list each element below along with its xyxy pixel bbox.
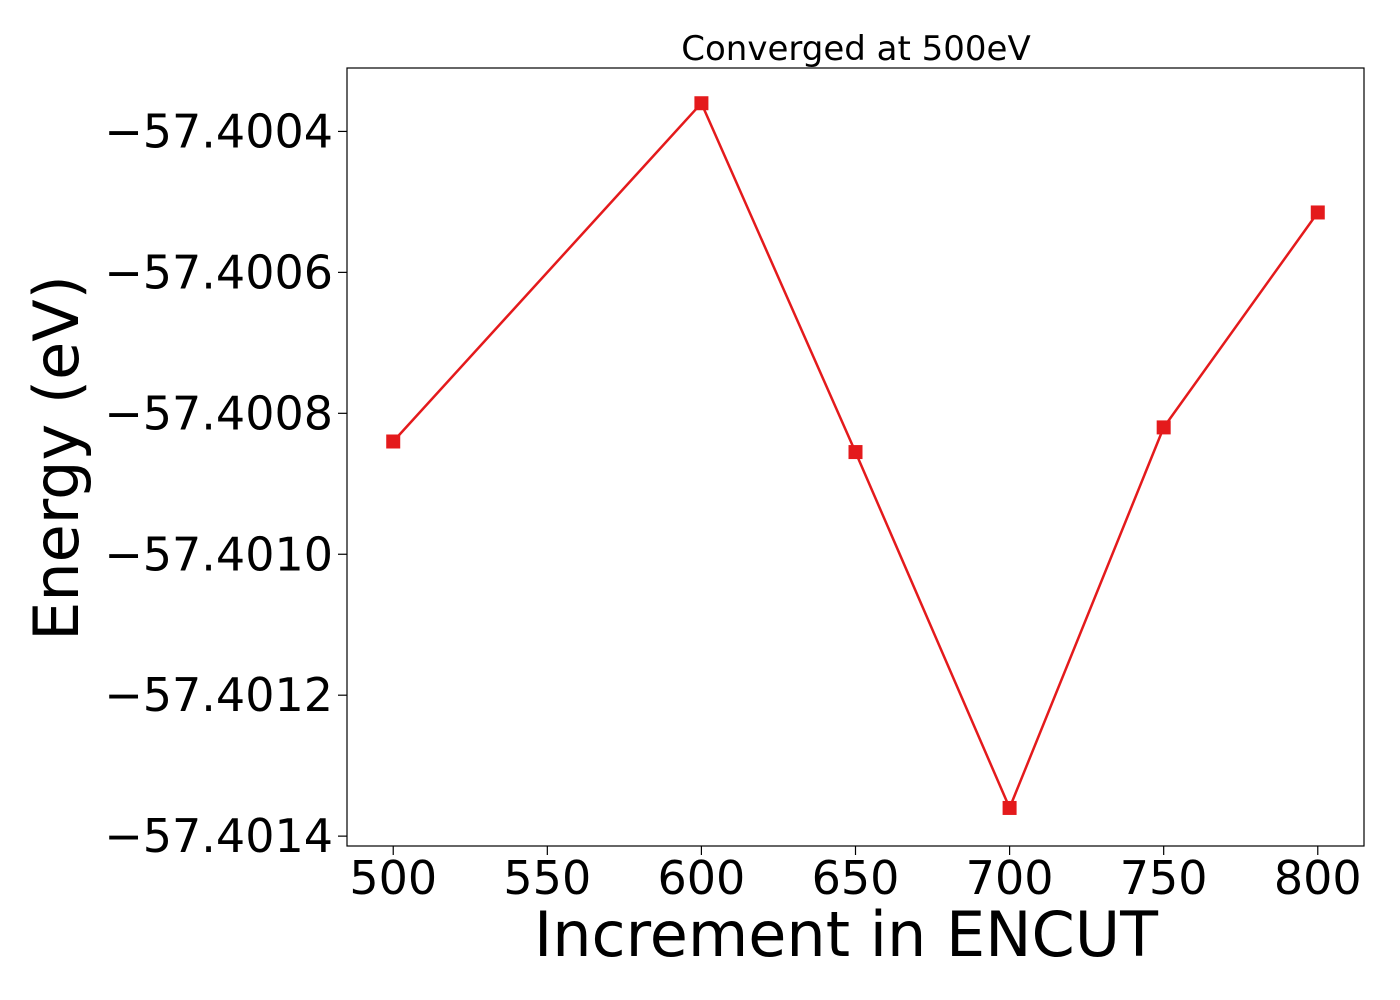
- x-tick-label: 600: [658, 851, 746, 905]
- y-tick-label: −57.4012: [104, 668, 333, 722]
- energy-series-markers: [386, 96, 1325, 815]
- data-point-marker: [386, 434, 401, 449]
- x-tick-label: 550: [503, 851, 591, 905]
- energy-series-line: [392, 100, 1319, 812]
- y-tick-label: −57.4008: [104, 386, 333, 440]
- data-point-marker: [1156, 420, 1171, 435]
- x-tick-label: 650: [812, 851, 900, 905]
- x-axis: 500 550 600 650 700 750 800: [349, 846, 1362, 905]
- x-tick-label: 500: [349, 851, 437, 905]
- y-axis: −57.4004 −57.4006 −57.4008 −57.4010 −57.4012…: [104, 104, 347, 863]
- y-tick-label: −57.4004: [104, 104, 333, 158]
- x-axis-label: Increment in ENCUT: [534, 898, 1159, 971]
- data-point-marker: [1310, 205, 1325, 220]
- x-tick-label: 800: [1274, 851, 1362, 905]
- data-point-marker: [694, 96, 709, 111]
- y-axis-label: Energy (eV): [20, 275, 93, 641]
- y-tick-label: −57.4014: [104, 809, 333, 863]
- x-tick-label: 700: [966, 851, 1054, 905]
- data-point-marker: [1002, 800, 1017, 815]
- y-tick-label: −57.4010: [104, 527, 333, 581]
- y-tick-label: −57.4006: [104, 245, 333, 299]
- chart-title: Converged at 500eV: [681, 29, 1030, 69]
- x-tick-label: 750: [1120, 851, 1208, 905]
- data-point-marker: [848, 445, 863, 460]
